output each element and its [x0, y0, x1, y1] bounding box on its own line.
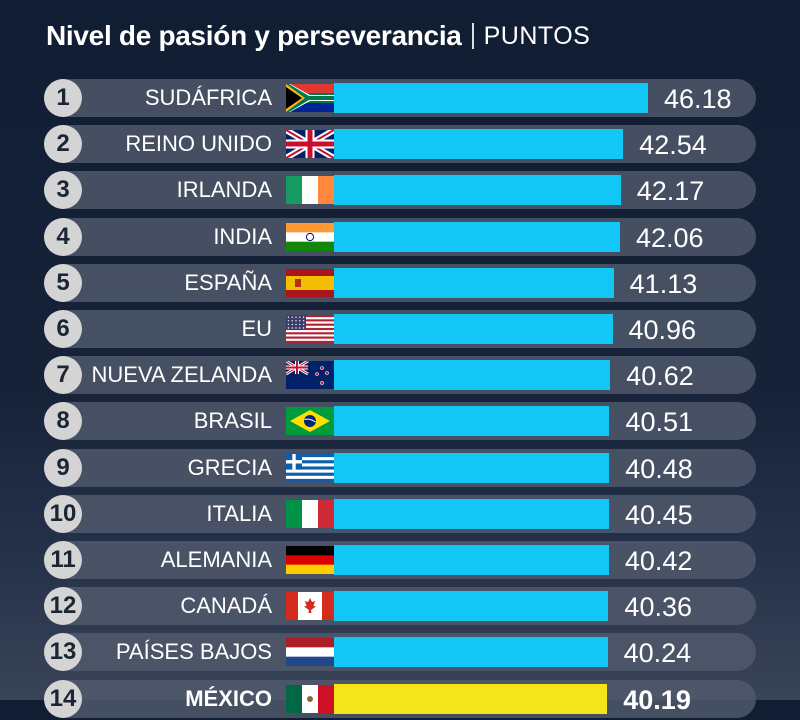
value-label: 40.48 [625, 453, 693, 484]
country-label: SUDÁFRICA [144, 85, 272, 110]
value-label: 40.62 [626, 361, 694, 392]
value-label: 40.19 [623, 684, 691, 715]
bar [334, 83, 648, 113]
mexico-flag [286, 684, 334, 713]
bar-row-espana: 5 ESPAÑA 41.13 [0, 263, 800, 302]
value-label: 42.17 [636, 176, 705, 207]
country-label: IRLANDA [176, 177, 272, 203]
country-label: CANADÁ [180, 593, 272, 619]
bar-row-reino-unido: 2 REINO UNIDO 42.54 [0, 125, 800, 164]
bar-row-italia: 10 ITALIA 40.45 [0, 494, 800, 533]
value-label: 40.96 [628, 315, 697, 345]
new-zealand-flag [286, 361, 334, 390]
bar [334, 498, 610, 529]
rank-badge: 6 [44, 310, 82, 348]
bar-row-nueva-zelanda: 7 NUEVA ZELANDA 40.62 [0, 356, 800, 395]
value-label: 40.45 [625, 499, 693, 530]
rank-badge: 7 [44, 356, 82, 395]
bar [334, 314, 613, 344]
rank-badge: 10 [44, 494, 82, 533]
value-label: 40.42 [624, 546, 693, 576]
bar-row-canada: 12 CANADÁ 40.36 [0, 587, 800, 626]
rank-badge: 9 [44, 448, 82, 487]
value-label: 40.51 [625, 407, 694, 438]
bar-row-eu: 6 EU 40.96 [0, 310, 800, 348]
bar [334, 406, 610, 437]
chart-header: Nivel de pasión y perseverancia PUNTOS [46, 18, 590, 54]
bar-row-alemania: 11 ALEMANIA 40.42 [0, 541, 800, 579]
value-label: 40.36 [624, 592, 692, 623]
country-label: ALEMANIA [160, 547, 272, 572]
bar [334, 221, 620, 252]
rank-badge: 11 [44, 541, 82, 579]
chart-area: Nivel de pasión y perseverancia PUNTOS 1… [0, 18, 800, 718]
rank-badge: 12 [44, 587, 82, 626]
bar [334, 683, 608, 714]
rank-badge: 1 [44, 79, 82, 117]
value-label: 42.06 [635, 222, 704, 253]
value-label: 40.24 [623, 638, 692, 669]
country-label: EU [241, 316, 272, 341]
rank-badge: 8 [44, 402, 82, 441]
bar-row-paises-bajos: 13 PAÍSES BAJOS 40.24 [0, 633, 800, 672]
bar-row-sudafrica: 1 SUDÁFRICA 46.18 [0, 79, 800, 117]
bar [334, 129, 624, 160]
country-label: NUEVA ZELANDA [91, 362, 272, 388]
chart-title: Nivel de pasión y perseverancia [46, 20, 462, 51]
bar [334, 452, 610, 483]
rank-badge: 13 [44, 633, 82, 672]
rank-badge: 4 [44, 217, 82, 256]
india-flag [286, 222, 334, 251]
value-label: 46.18 [664, 84, 732, 114]
italy-flag [286, 499, 334, 528]
netherlands-flag [286, 638, 334, 667]
country-label: BRASIL [193, 408, 272, 434]
bar [334, 545, 609, 575]
greece-flag [286, 453, 334, 482]
country-label: REINO UNIDO [125, 131, 272, 157]
rank-badge: 14 [44, 679, 82, 718]
value-label: 41.13 [629, 268, 698, 299]
brazil-flag [286, 407, 334, 436]
title-divider [471, 23, 474, 49]
value-label: 42.54 [639, 130, 707, 161]
country-label: PAÍSES BAJOS [115, 639, 272, 665]
bar [334, 267, 614, 298]
country-label: INDIA [213, 223, 272, 249]
country-label: MÉXICO [185, 685, 272, 711]
germany-flag [286, 546, 334, 574]
bar [334, 637, 608, 668]
bar [334, 591, 609, 622]
unit-label: PUNTOS [483, 21, 591, 50]
united-kingdom-flag [286, 130, 334, 159]
country-label: ITALIA [206, 500, 272, 526]
country-label: ESPAÑA [184, 269, 272, 295]
bar-row-mexico: 14 MÉXICO 40.19 [0, 679, 800, 718]
usa-flag [286, 315, 334, 343]
bar-row-irlanda: 3 IRLANDA 42.17 [0, 171, 800, 210]
country-label: GRECIA [187, 454, 272, 480]
spain-flag [286, 268, 334, 297]
bar-row-grecia: 9 GRECIA 40.48 [0, 448, 800, 487]
bar [334, 360, 611, 391]
rank-badge: 2 [44, 125, 82, 164]
bar [334, 175, 621, 206]
bar-row-india: 4 INDIA 42.06 [0, 217, 800, 256]
canada-flag [286, 592, 334, 621]
rank-badge: 3 [44, 171, 82, 210]
south-africa-flag [286, 84, 334, 112]
rank-badge: 5 [44, 263, 82, 302]
ireland-flag [286, 176, 334, 205]
bar-row-brasil: 8 BRASIL 40.51 [0, 402, 800, 441]
